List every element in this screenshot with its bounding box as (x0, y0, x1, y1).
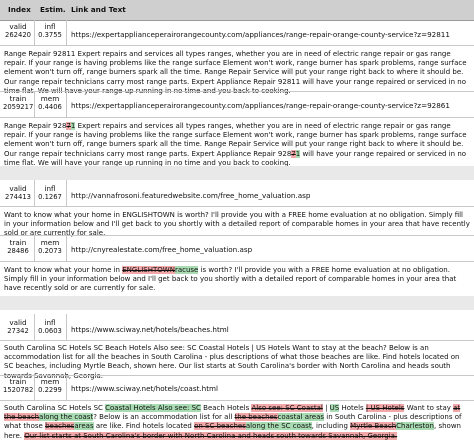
group-separator (0, 296, 474, 310)
row-index: 2059217 (3, 103, 33, 112)
row-index: 1520782 (3, 386, 33, 395)
row-estim: mem 0.2299 (35, 377, 65, 395)
row-estim: infl 0.0603 (35, 318, 65, 336)
row-url[interactable]: https://expertapplianceperairorangecount… (71, 30, 450, 39)
header-index: Index (8, 5, 31, 14)
row-estim: mem 0.4406 (35, 94, 65, 112)
row-url[interactable]: http://vannafrosoni.featuredwebsite.com/… (71, 191, 310, 200)
row-split-label: train 1520782 (3, 377, 33, 395)
row-url[interactable]: https://expertapplianceperairorangecount… (71, 101, 450, 110)
row-estim: infl 0.1267 (35, 184, 65, 202)
group-separator (0, 166, 474, 180)
row-text-diff: Range Repair 92871 Expert repairs and se… (4, 122, 470, 168)
row-text: Range Repair 92811 Expert repairs and se… (4, 50, 470, 96)
header-estim: Estim. (40, 5, 66, 14)
row-index: 262420 (3, 31, 33, 40)
row-url[interactable]: http://cnyrealestate.com/free_home_valua… (71, 245, 252, 254)
row-index: 28486 (3, 247, 33, 256)
row-estim: mem 0.2073 (35, 238, 65, 256)
row-index: 27342 (3, 327, 33, 336)
row-split-label: valid 274413 (3, 184, 33, 202)
row-split-label: valid 262420 (3, 22, 33, 40)
row-split-label: train 2059217 (3, 94, 33, 112)
row-split-label: valid 27342 (3, 318, 33, 336)
row-url[interactable]: https://www.sciway.net/hotels/coast.html (71, 384, 218, 393)
table-header: Index Estim. Link and Text (0, 0, 474, 21)
row-text-diff: South Carolina SC Hotels SC Coastal Hote… (4, 404, 470, 441)
row-url[interactable]: https://www.sciway.net/hotels/beaches.ht… (71, 325, 229, 334)
header-link-text: Link and Text (71, 5, 126, 14)
row-index: 274413 (3, 193, 33, 202)
row-text-diff: Want to know what your home in ENGLISHTO… (4, 266, 470, 294)
row-split-label: train 28486 (3, 238, 33, 256)
row-estim: infl 0.3755 (35, 22, 65, 40)
